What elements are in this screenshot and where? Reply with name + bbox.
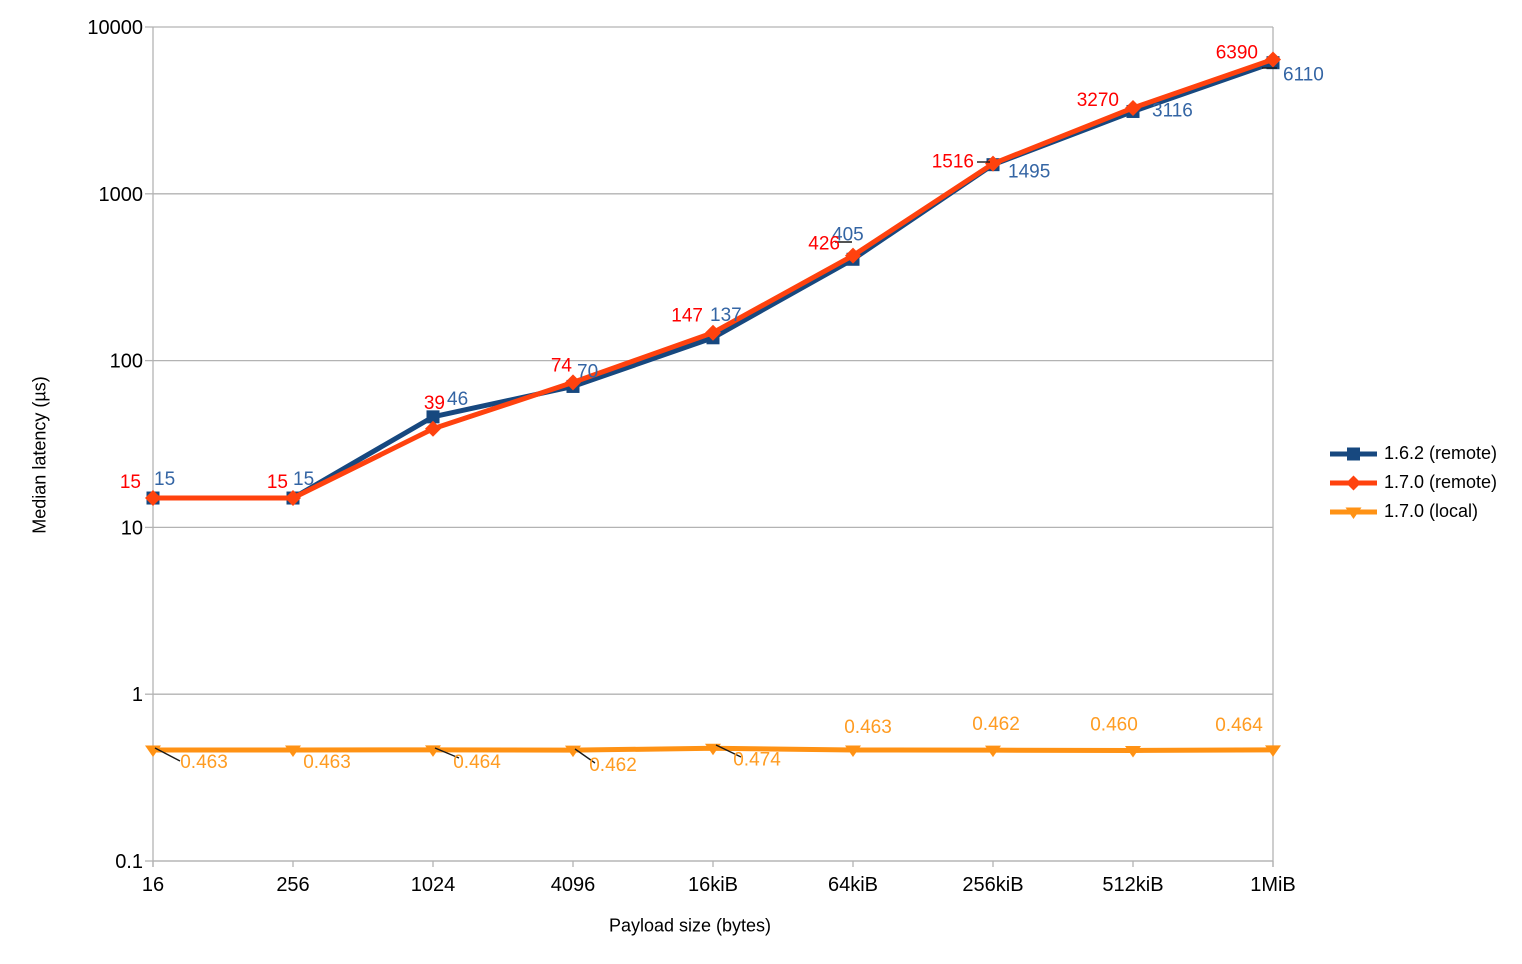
data-point-marker-triangle	[845, 745, 861, 757]
data-label: 137	[710, 305, 742, 326]
data-point-marker-diamond	[705, 324, 721, 341]
data-point-marker-triangle	[565, 745, 581, 758]
x-tick-label: 4096	[551, 874, 596, 896]
legend-item: 1.7.0 (remote)	[1330, 468, 1497, 497]
y-tick-label: 0.1	[115, 851, 143, 873]
data-label: 0.463	[180, 752, 228, 773]
data-label: 147	[671, 306, 703, 327]
data-label: 74	[551, 355, 573, 376]
data-point-marker-diamond	[565, 374, 581, 391]
data-label: 0.463	[303, 752, 351, 773]
x-tick-label: 512kiB	[1102, 874, 1163, 896]
legend-item: 1.6.2 (remote)	[1330, 439, 1497, 468]
label-leader-line	[434, 747, 460, 759]
label-leader-line	[715, 744, 742, 758]
data-label: 3270	[1077, 90, 1119, 111]
data-point-marker-square	[426, 410, 440, 424]
data-point-marker-diamond	[425, 420, 441, 437]
data-point-marker-triangle	[705, 743, 721, 756]
legend-item-label: 1.7.0 (local)	[1384, 501, 1479, 521]
legend-item-label: 1.7.0 (remote)	[1384, 472, 1498, 492]
data-label: 15	[293, 469, 314, 490]
data-point-marker-diamond	[845, 247, 861, 264]
data-point-marker-diamond	[145, 490, 161, 507]
data-label: 0.462	[972, 714, 1020, 735]
data-label: 1495	[1008, 162, 1050, 183]
series-line	[150, 56, 1276, 501]
data-label: 3116	[1152, 100, 1193, 121]
data-label: 15	[267, 472, 288, 493]
series-line	[150, 60, 1276, 501]
legend-marker-diamond	[1330, 475, 1377, 490]
y-axis-title: Median latency (µs)	[29, 376, 50, 534]
y-tick-label: 1	[132, 684, 143, 706]
data-point-marker-diamond	[1265, 51, 1281, 68]
data-label: 405	[832, 224, 864, 245]
x-tick-label: 16	[142, 874, 164, 896]
data-label: 0.464	[453, 752, 501, 773]
legend-marker-triangle-down	[1330, 507, 1377, 519]
data-label: 6390	[1216, 42, 1258, 63]
data-label: 15	[154, 469, 175, 490]
y-tick-label: 10000	[87, 17, 143, 39]
x-tick-label: 16kiB	[688, 874, 738, 896]
label-leader-line	[574, 748, 596, 764]
legend-marker-square	[1330, 447, 1377, 460]
data-label: 426	[808, 234, 840, 255]
label-leader-line	[154, 747, 181, 762]
y-tick-label: 10	[121, 517, 143, 539]
data-point-marker-triangle	[985, 745, 1001, 758]
data-label: 0.464	[1215, 715, 1263, 736]
data-label: 0.463	[844, 717, 892, 738]
data-point-marker-diamond	[985, 155, 1001, 172]
x-tick-label: 64kiB	[828, 874, 878, 896]
legend-item-label: 1.6.2 (remote)	[1384, 443, 1498, 463]
data-label: 0.474	[733, 749, 781, 770]
data-label: 46	[447, 389, 468, 410]
legend: 1.6.2 (remote) 1.7.0 (remote) 1.7.0 (local…	[1330, 439, 1497, 526]
data-label: 39	[424, 393, 445, 414]
y-tick-label: 100	[110, 351, 143, 373]
data-label: 6110	[1283, 65, 1324, 86]
x-tick-label: 256	[276, 874, 309, 896]
data-label: 0.460	[1090, 714, 1138, 735]
data-point-marker-diamond	[285, 490, 301, 507]
data-point-marker-diamond	[1125, 99, 1141, 116]
data-point-marker-triangle	[1265, 745, 1281, 757]
data-label: 1516	[932, 152, 974, 173]
data-label: 15	[120, 472, 141, 493]
x-tick-label: 1MiB	[1250, 874, 1296, 896]
legend-item: 1.7.0 (local)	[1330, 497, 1497, 526]
x-tick-label: 256kiB	[962, 874, 1023, 896]
data-point-marker-triangle	[285, 745, 301, 757]
data-point-marker-triangle	[1125, 745, 1141, 758]
data-label: 70	[577, 361, 598, 382]
x-tick-label: 1024	[411, 874, 456, 896]
y-tick-label: 1000	[99, 184, 144, 206]
x-axis-title: Payload size (bytes)	[608, 915, 772, 936]
data-label: 0.462	[589, 755, 637, 776]
